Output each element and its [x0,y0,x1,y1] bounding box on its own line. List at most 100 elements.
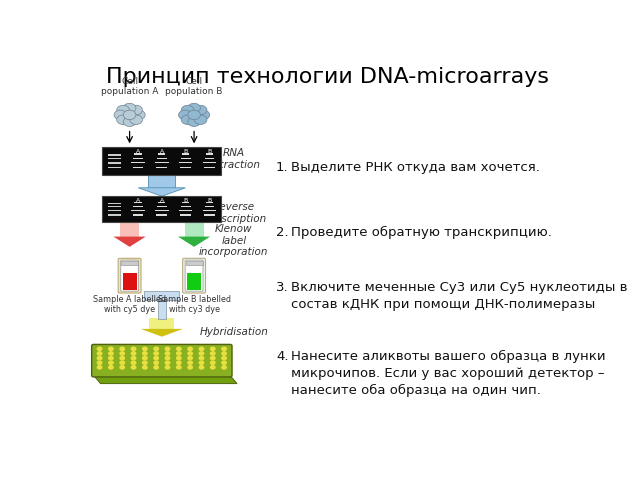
FancyBboxPatch shape [180,167,191,168]
FancyBboxPatch shape [203,210,216,211]
Polygon shape [178,237,210,247]
Text: 1.: 1. [276,161,289,174]
Circle shape [124,110,136,120]
FancyBboxPatch shape [120,222,139,237]
FancyBboxPatch shape [133,157,143,159]
Circle shape [120,361,124,364]
Circle shape [222,361,227,364]
Text: 2.: 2. [276,226,289,239]
Text: B: B [207,198,212,204]
Circle shape [154,361,159,364]
Circle shape [177,366,181,369]
Circle shape [97,347,102,350]
Circle shape [222,352,227,355]
Text: Выделите РНК откуда вам хочется.: Выделите РНК откуда вам хочется. [291,161,540,174]
FancyBboxPatch shape [131,162,145,163]
FancyBboxPatch shape [205,206,214,207]
Polygon shape [138,188,186,196]
Circle shape [179,110,191,120]
FancyBboxPatch shape [186,261,202,265]
Circle shape [211,366,215,369]
Circle shape [131,357,136,360]
FancyBboxPatch shape [145,291,179,300]
FancyBboxPatch shape [131,210,145,211]
FancyBboxPatch shape [204,214,215,216]
Circle shape [154,366,159,369]
Circle shape [132,110,145,120]
Circle shape [188,357,193,360]
Circle shape [197,110,210,120]
FancyBboxPatch shape [134,154,141,155]
FancyBboxPatch shape [108,154,121,156]
Circle shape [177,357,181,360]
FancyBboxPatch shape [133,206,143,207]
Text: B: B [184,149,188,155]
Circle shape [131,366,136,369]
FancyBboxPatch shape [205,157,214,159]
FancyBboxPatch shape [108,167,121,168]
FancyBboxPatch shape [157,167,167,168]
FancyBboxPatch shape [157,157,167,159]
Circle shape [195,105,207,115]
Text: 4.: 4. [276,349,289,362]
Circle shape [165,366,170,369]
Circle shape [114,110,127,120]
Circle shape [188,103,200,113]
Circle shape [154,352,159,355]
Text: Klenow
label
incorporation: Klenow label incorporation [199,224,269,257]
Circle shape [165,357,170,360]
Circle shape [211,352,215,355]
Polygon shape [141,329,183,336]
FancyBboxPatch shape [121,261,138,265]
Text: Sample A labelled
with cy5 dye: Sample A labelled with cy5 dye [93,295,166,314]
Circle shape [143,361,147,364]
Circle shape [131,361,136,364]
Text: Hybridisation: Hybridisation [199,327,268,337]
Circle shape [199,352,204,355]
FancyBboxPatch shape [158,154,165,155]
FancyBboxPatch shape [102,196,221,222]
FancyBboxPatch shape [180,206,191,207]
Circle shape [188,110,200,120]
FancyBboxPatch shape [157,206,167,207]
Circle shape [130,105,143,115]
Circle shape [211,361,215,364]
FancyBboxPatch shape [203,162,216,163]
Text: 3.: 3. [276,281,289,294]
Circle shape [120,366,124,369]
Circle shape [97,361,102,364]
FancyBboxPatch shape [204,167,215,168]
FancyBboxPatch shape [157,214,167,216]
FancyBboxPatch shape [179,162,193,163]
Circle shape [120,347,124,350]
Circle shape [109,347,113,350]
Text: RNA
extraction: RNA extraction [207,148,260,170]
Circle shape [211,357,215,360]
FancyBboxPatch shape [108,210,121,212]
Circle shape [116,105,129,115]
Circle shape [188,117,200,126]
FancyBboxPatch shape [102,147,221,175]
Circle shape [124,103,136,113]
FancyBboxPatch shape [206,154,213,155]
Circle shape [97,366,102,369]
Circle shape [181,105,194,115]
FancyBboxPatch shape [92,345,232,377]
Circle shape [109,357,113,360]
Text: Проведите обратную транскрипцию.: Проведите обратную транскрипцию. [291,226,552,239]
Circle shape [131,352,136,355]
Text: Cell
population A: Cell population A [101,77,158,96]
Text: B: B [207,149,212,155]
Circle shape [188,352,193,355]
Circle shape [195,115,207,124]
FancyBboxPatch shape [182,258,205,293]
Text: Нанесите аликвоты вашего образца в лунки
микрочипов. Если у вас хороший детектор: Нанесите аликвоты вашего образца в лунки… [291,349,605,397]
FancyBboxPatch shape [180,214,191,216]
Circle shape [199,366,204,369]
Circle shape [188,366,193,369]
Circle shape [120,352,124,355]
Circle shape [143,357,147,360]
Text: A: A [136,198,140,204]
FancyBboxPatch shape [108,206,121,207]
Circle shape [131,347,136,350]
